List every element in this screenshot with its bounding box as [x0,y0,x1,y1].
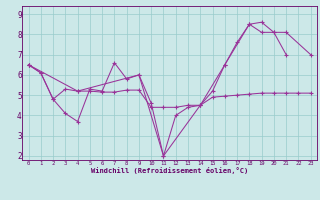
X-axis label: Windchill (Refroidissement éolien,°C): Windchill (Refroidissement éolien,°C) [91,167,248,174]
